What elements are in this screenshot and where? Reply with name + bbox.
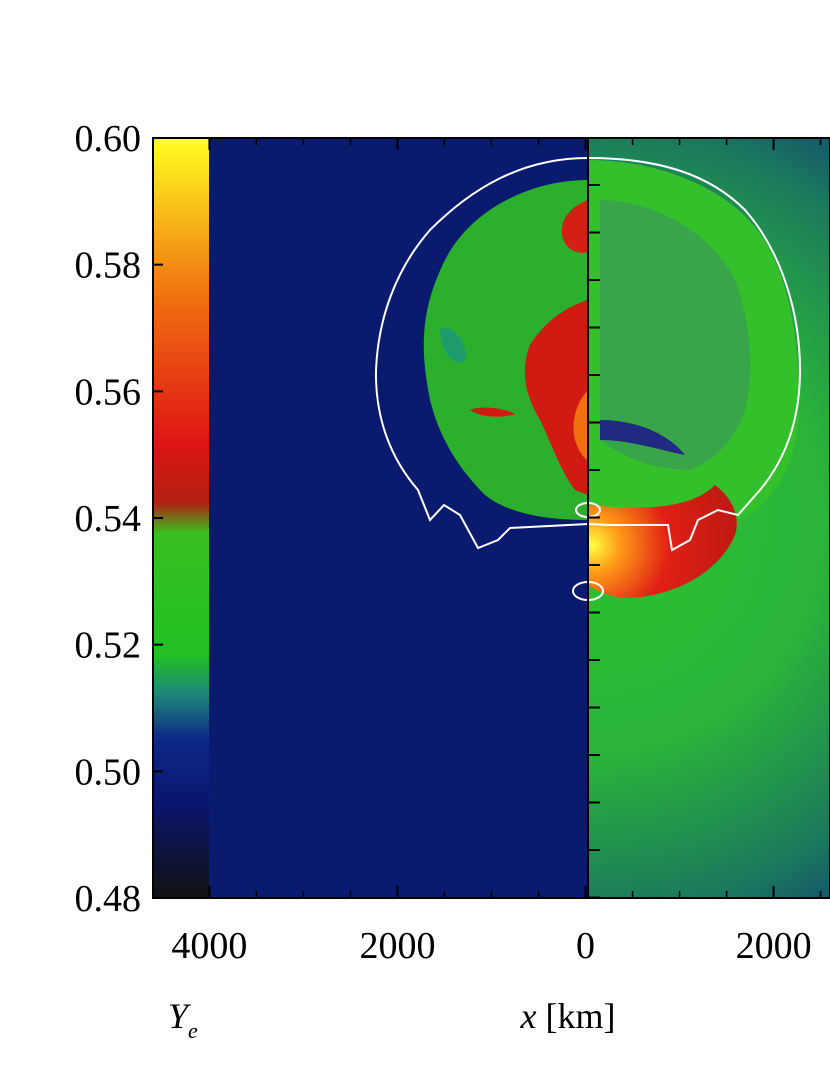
x-axis-tick-label: 4000 (171, 925, 247, 967)
left-top-plume (561, 200, 588, 253)
x-axis-label: x [km] (520, 996, 616, 1036)
x-axis-tick-label: 2000 (736, 925, 812, 967)
left-finger-plume (470, 407, 515, 417)
colorbar-tick-label: 0.48 (75, 878, 142, 920)
colorbar-tick-label: 0.50 (75, 751, 142, 793)
colorbar-tick-label: 0.54 (75, 498, 142, 540)
right-panel-ejecta (588, 160, 799, 598)
left-mixing-zone (440, 327, 466, 363)
right-hot-shell (588, 485, 737, 598)
axis-ticks (153, 137, 822, 899)
colorbar-label: Ye (168, 996, 198, 1043)
colorbar-tick-label: 0.58 (75, 245, 142, 287)
colorbar-tick-label: 0.52 (75, 625, 142, 667)
left-hot-streak (573, 390, 588, 460)
right-ejecta-interior (600, 200, 751, 470)
left-neutron-rich-plume (524, 300, 588, 495)
colorbar-tick-label: 0.60 (75, 118, 142, 160)
x-axis-tick-label: 0 (576, 925, 595, 967)
right-blue-streak (600, 420, 685, 455)
plot-area (209, 138, 830, 898)
colorbar-tick-label: 0.56 (75, 371, 142, 413)
x-axis-tick-label: 2000 (359, 925, 435, 967)
left-panel-ejecta (423, 180, 588, 520)
shock-front-contour (374, 156, 802, 552)
